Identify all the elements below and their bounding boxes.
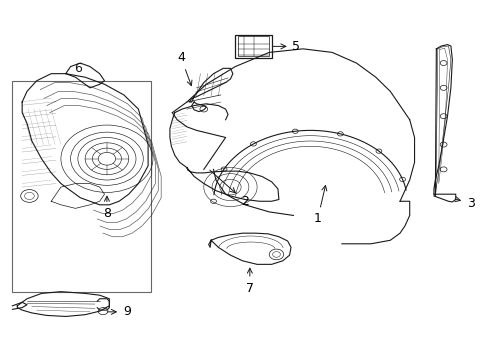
Text: 5: 5 — [273, 40, 300, 53]
Text: 2: 2 — [210, 170, 249, 208]
Text: 1: 1 — [314, 185, 327, 225]
Text: 7: 7 — [246, 268, 254, 294]
Bar — [238, 36, 269, 56]
Text: 3: 3 — [455, 197, 475, 210]
Bar — [235, 35, 271, 58]
Text: 8: 8 — [103, 196, 111, 220]
Text: 9: 9 — [107, 305, 131, 318]
Text: 4: 4 — [177, 51, 192, 86]
Text: 6: 6 — [74, 62, 82, 75]
Bar — [12, 81, 150, 292]
